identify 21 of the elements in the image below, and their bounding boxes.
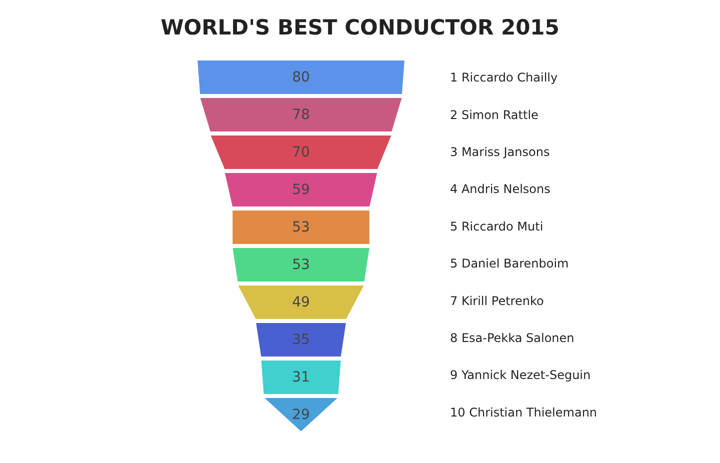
- category-label: 9 Yannick Nezet-Seguin: [450, 368, 591, 382]
- data-label: 35: [292, 332, 310, 348]
- data-label: 49: [292, 294, 310, 310]
- category-label: 7 Kirill Petrenko: [450, 294, 544, 308]
- data-label: 70: [292, 144, 310, 160]
- category-label: 2 Simon Rattle: [450, 108, 538, 122]
- category-label: 5 Daniel Barenboim: [450, 256, 569, 271]
- category-label: 4 Andris Nelsons: [450, 182, 550, 196]
- text: WORLD'S BEST CONDUCTOR 2015: [160, 16, 560, 40]
- category-label: 8 Esa-Pekka Salonen: [450, 331, 574, 345]
- data-label: 29: [292, 406, 310, 423]
- data-label: 53: [292, 219, 310, 236]
- category-label: 10 Christian Thielemann: [450, 405, 598, 420]
- category-label: 5 Riccardo Muti: [450, 219, 544, 234]
- data-label: 59: [292, 182, 310, 198]
- data-label: 31: [292, 369, 310, 386]
- data-label: 53: [292, 256, 310, 273]
- data-label: 78: [292, 106, 310, 123]
- category-label: 3 Mariss Jansons: [450, 145, 550, 159]
- data-label: 80: [292, 69, 310, 86]
- category-label: 1 Riccardo Chailly: [450, 70, 558, 85]
